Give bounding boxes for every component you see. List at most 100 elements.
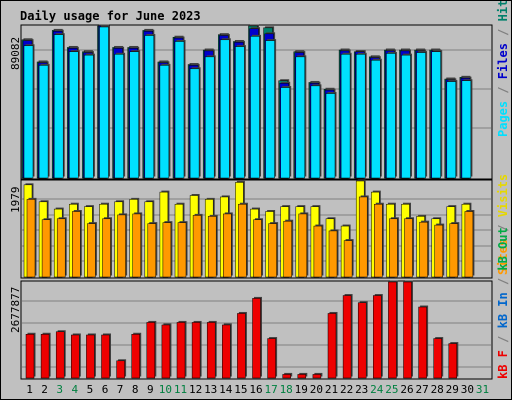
bar-kb-f-day-8 xyxy=(131,334,140,379)
day-label-24: 24 xyxy=(370,383,384,396)
bar-pages-day-24 xyxy=(371,60,381,179)
bar-sites-day-16 xyxy=(253,219,262,278)
day-label-2: 2 xyxy=(41,383,48,396)
bar-sites-day-5 xyxy=(87,223,96,278)
bar-sites-day-20 xyxy=(313,225,323,278)
bar-sites-day-29 xyxy=(449,223,459,278)
day-label-5: 5 xyxy=(87,383,94,396)
day-label-28: 28 xyxy=(431,383,444,396)
bar-pages-day-1 xyxy=(23,45,34,179)
bar-kb-f-day-3 xyxy=(55,331,65,379)
day-label-21: 21 xyxy=(325,383,338,396)
bar-sites-day-24 xyxy=(374,203,383,278)
legend-bottom: kB F / kB In / kB Out xyxy=(496,227,510,379)
bar-kb-f-day-25 xyxy=(388,281,397,379)
day-label-9: 9 xyxy=(147,383,154,396)
day-label-10: 10 xyxy=(159,383,172,396)
svg-text:Sites / Visits: Sites / Visits xyxy=(496,174,510,275)
day-label-31: 31 xyxy=(476,383,489,396)
legend-pages: Pages xyxy=(496,101,510,137)
legend-kbin: kB In xyxy=(496,292,510,328)
day-label-23: 23 xyxy=(355,383,368,396)
bar-kb-f-day-28 xyxy=(433,338,442,379)
svg-text:Pages / Files / Hits: Pages / Files / Hits xyxy=(496,1,510,137)
bar-sites-day-27 xyxy=(419,221,428,278)
bar-sites-day-12 xyxy=(192,215,202,278)
day-label-17: 17 xyxy=(264,383,277,396)
bar-pages-day-14 xyxy=(220,39,230,179)
bar-sites-day-3 xyxy=(56,218,66,278)
bar-sites-day-1 xyxy=(26,199,36,278)
panel-kb-frame xyxy=(20,280,493,380)
bar-pages-day-26 xyxy=(401,54,411,179)
bar-sites-day-19 xyxy=(298,213,308,278)
bar-pages-day-28 xyxy=(431,51,441,179)
bar-kb-f-day-18 xyxy=(282,374,291,379)
bar-pages-day-17 xyxy=(265,40,275,179)
bar-sites-day-17 xyxy=(268,223,277,278)
legend-kbout: kB Out xyxy=(496,227,510,270)
day-label-16: 16 xyxy=(249,383,262,396)
bar-pages-day-12 xyxy=(189,68,200,179)
day-label-13: 13 xyxy=(204,383,217,396)
bar-sites-day-13 xyxy=(207,216,217,278)
bar-kb-f-day-20 xyxy=(312,374,322,379)
bar-pages-day-22 xyxy=(340,54,351,179)
day-label-6: 6 xyxy=(102,383,109,396)
bar-kb-f-day-16 xyxy=(252,298,261,379)
day-label-30: 30 xyxy=(461,383,474,396)
bar-pages-day-25 xyxy=(386,53,396,179)
bar-pages-day-21 xyxy=(325,93,336,179)
bar-kb-f-day-2 xyxy=(40,334,50,379)
bar-kb-f-day-12 xyxy=(191,322,201,379)
bar-sites-day-21 xyxy=(328,230,338,278)
bar-kb-f-day-29 xyxy=(448,343,458,379)
day-label-1: 1 xyxy=(26,383,33,396)
bar-kb-f-day-26 xyxy=(403,281,412,379)
bar-kb-f-day-6 xyxy=(101,334,110,379)
bar-pages-day-3 xyxy=(53,34,64,179)
day-label-27: 27 xyxy=(415,383,428,396)
bar-kb-f-day-19 xyxy=(297,374,307,379)
bar-pages-day-10 xyxy=(159,65,170,179)
day-label-22: 22 xyxy=(340,383,353,396)
day-label-19: 19 xyxy=(295,383,308,396)
day-label-25: 25 xyxy=(385,383,398,396)
bar-sites-day-9 xyxy=(147,223,157,278)
legend-files: Files xyxy=(496,43,510,79)
bar-pages-day-9 xyxy=(144,35,155,179)
chart-title: Daily usage for June 2023 xyxy=(20,9,201,23)
bar-kb-f-day-24 xyxy=(373,295,382,379)
bar-pages-day-5 xyxy=(84,54,94,179)
bar-sites-day-8 xyxy=(132,213,141,278)
bar-pages-day-8 xyxy=(129,51,139,179)
bar-sites-day-22 xyxy=(343,240,353,278)
bar-kb-f-day-14 xyxy=(222,324,231,379)
bar-sites-day-14 xyxy=(223,213,232,278)
bar-kb-f-day-23 xyxy=(357,302,367,379)
y-max-hits: 89082 xyxy=(9,37,22,70)
bar-kb-f-day-22 xyxy=(342,295,352,379)
bar-pages-day-23 xyxy=(355,54,366,179)
day-label-12: 12 xyxy=(189,383,202,396)
bar-pages-day-7 xyxy=(114,54,124,179)
day-label-3: 3 xyxy=(56,383,63,396)
day-label-8: 8 xyxy=(132,383,139,396)
bar-kb-f-day-11 xyxy=(176,322,186,379)
bar-kb-f-day-17 xyxy=(267,338,276,379)
bar-kb-f-day-1 xyxy=(25,334,35,379)
bar-sites-day-26 xyxy=(404,218,413,278)
bar-sites-day-25 xyxy=(389,218,398,278)
bar-pages-day-11 xyxy=(174,41,185,179)
bar-sites-day-11 xyxy=(177,222,187,278)
bar-pages-day-29 xyxy=(446,81,457,179)
bar-pages-day-6 xyxy=(99,26,109,179)
bar-pages-day-18 xyxy=(280,87,290,179)
bar-pages-day-15 xyxy=(235,46,245,179)
day-label-18: 18 xyxy=(280,383,293,396)
y-max-visits: 1979 xyxy=(9,187,22,214)
bar-sites-day-18 xyxy=(283,220,292,278)
bar-pages-day-2 xyxy=(38,65,49,179)
